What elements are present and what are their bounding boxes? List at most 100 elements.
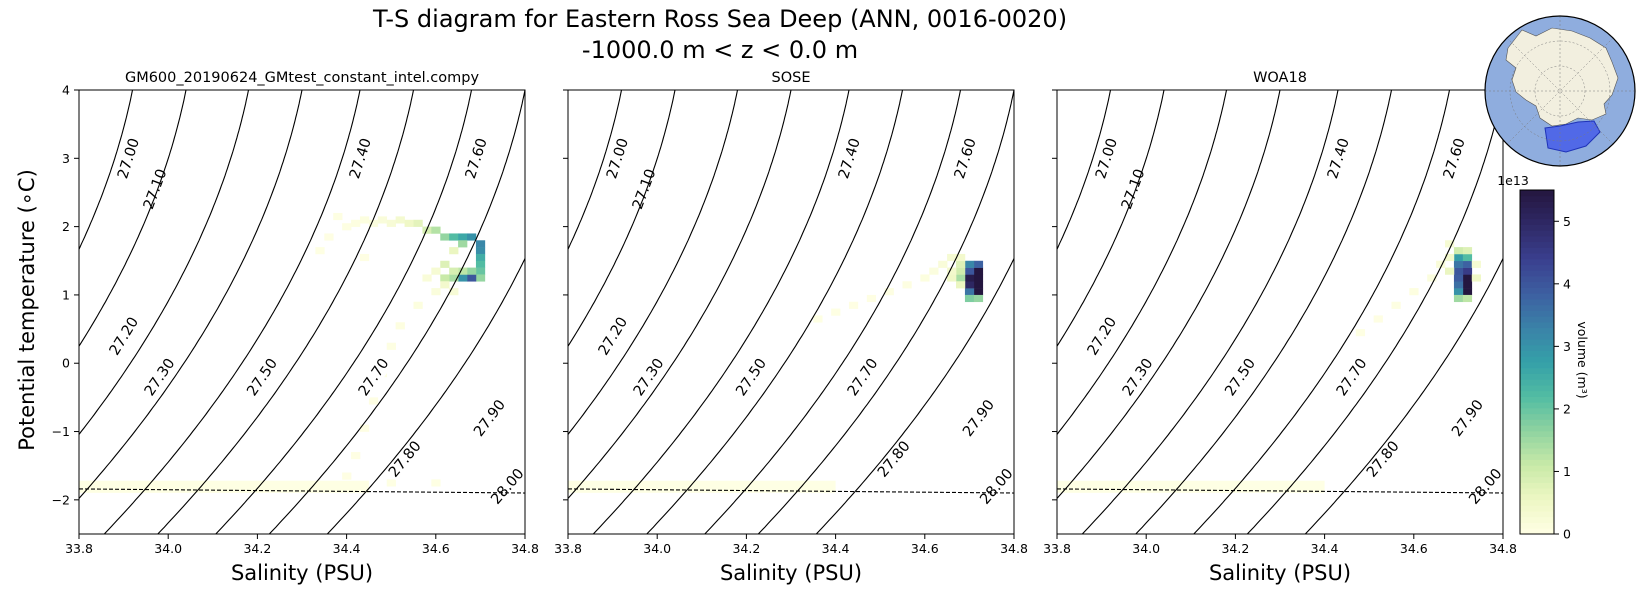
colorbar-segment (1520, 264, 1554, 271)
heatmap-cell (324, 233, 334, 241)
y-tick-label: 1 (62, 287, 70, 302)
colorbar-segment (1520, 258, 1554, 266)
heatmap-cell (467, 274, 477, 282)
isopycnal-label-group: 27.30 (1117, 353, 1158, 401)
heatmap-cell (964, 267, 975, 275)
x-axis-label: Salinity (PSU) (720, 561, 862, 585)
isopycnal-label-bg (1220, 353, 1260, 401)
colorbar-segment (1520, 321, 1554, 329)
heatmap-cell (973, 274, 984, 282)
heatmap-cell (964, 288, 975, 296)
colorbar-segment (1520, 384, 1554, 392)
colorbar-segment (1520, 241, 1554, 248)
heatmap-cell (929, 267, 939, 275)
isopycnal-27.40 (568, 90, 739, 436)
isopycnal-label-group: 27.60 (1438, 134, 1470, 182)
panel-frame (1056, 89, 1504, 535)
heatmap-cell (449, 233, 459, 241)
colorbar-segment (1520, 304, 1554, 311)
x-tick-label: 34.8 (1489, 541, 1517, 556)
heatmap-cell (431, 267, 441, 275)
isopycnal-label-group: 27.80 (1361, 436, 1404, 482)
y-tick-label: 0 (62, 356, 70, 371)
isopycnal-label-bg (1463, 463, 1503, 509)
isopycnal-label-bg (949, 134, 981, 182)
isopycnal-label-bg (1438, 134, 1470, 182)
isopycnal-27.20 (1057, 90, 1112, 251)
heatmap-cell (1373, 315, 1383, 323)
isopycnal-label-bg (138, 165, 171, 213)
isopycnal-label-group: 28.00 (1463, 463, 1503, 509)
isopycnal-27.30 (1057, 90, 1165, 348)
colorbar-segment (1520, 465, 1554, 472)
heatmap-cell (431, 288, 441, 296)
isopycnal-label-bg (353, 353, 394, 401)
y-axis-label: Potential temperature (∘C) (15, 169, 39, 451)
isopycnal-label-bg (601, 134, 633, 182)
graticule (1485, 16, 1635, 166)
colorbar: 1e13 volume (m³) 0 1 2 3 4 5 (1497, 173, 1590, 542)
colorbar-segment (1520, 333, 1554, 340)
heatmap-cell (956, 267, 966, 275)
isopycnal-label-group: 27.50 (242, 353, 282, 401)
heatmap-cell (449, 247, 459, 255)
colorbar-segment (1520, 390, 1554, 397)
isopycnal-27.50 (568, 90, 792, 500)
colorbar-tick-label: 1 (1563, 464, 1571, 479)
colorbar-segment (1520, 350, 1554, 357)
x-tick-label: 34.2 (732, 541, 760, 556)
colorbar-segment (1520, 522, 1554, 529)
freezing-line (568, 488, 1014, 494)
colorbar-segment (1520, 362, 1554, 369)
heatmap-cell (475, 253, 486, 262)
isopycnal-label-group: 27.40 (833, 134, 865, 182)
colorbar-segment (1520, 281, 1554, 288)
heatmap-cell (440, 274, 450, 282)
heatmap-cell (1453, 294, 1464, 303)
colorbar-segment (1520, 425, 1554, 432)
isopycnal-label-group: 27.70 (353, 353, 394, 401)
panel-title: SOSE (772, 70, 811, 86)
isopycnal-label-group: 27.50 (731, 353, 771, 401)
colorbar-segment (1520, 396, 1554, 403)
isopycnal-label-bg (1117, 353, 1158, 401)
heatmap-cell (475, 274, 486, 282)
x-tick-label: 34.6 (1400, 541, 1428, 556)
heatmap-cell (351, 452, 361, 460)
heatmap-cell (413, 301, 423, 309)
colorbar-segment (1520, 413, 1554, 420)
colorbar-segment (1520, 235, 1554, 243)
isopycnal-label-bg (842, 353, 883, 401)
isopycnal-28.00 (326, 257, 525, 534)
isopycnal-label-bg (383, 436, 426, 482)
heatmap-cell (956, 253, 966, 262)
isopycnal-label-bg (593, 312, 632, 360)
heatmap-cell (956, 274, 966, 282)
heatmap-cell (973, 288, 984, 296)
isopycnal-label-bg (833, 134, 865, 182)
heatmap-cell (475, 260, 486, 268)
colorbar-segment (1520, 247, 1554, 254)
heatmap-cell (902, 281, 912, 289)
isopycnal-label-group: 27.00 (112, 134, 144, 182)
heatmap-cell (395, 216, 405, 224)
freezing-line (79, 488, 525, 494)
heatmap-cell (342, 472, 352, 480)
colorbar-segment (1520, 470, 1554, 478)
isopycnal-label-bg (104, 312, 143, 360)
colorbar-segment (1520, 407, 1554, 415)
heatmap-cell (1445, 267, 1455, 275)
heatmap-cell (467, 267, 477, 275)
x-tick-label: 34.4 (822, 541, 850, 556)
heatmap-cell (938, 260, 948, 268)
isopycnal-27.90 (1246, 90, 1503, 534)
isopycnal-label-group: 27.50 (1220, 353, 1260, 401)
heatmap-cell (964, 260, 975, 268)
isopycnal-label-group: 27.00 (1090, 134, 1122, 182)
isopycnal-label-group: 27.60 (949, 134, 981, 182)
y-tick-label: 2 (62, 219, 70, 234)
heatmap-cell (848, 301, 859, 309)
colorbar-segment (1520, 499, 1554, 506)
isopycnal-27.70 (646, 90, 904, 534)
heatmap-cell (884, 288, 894, 296)
